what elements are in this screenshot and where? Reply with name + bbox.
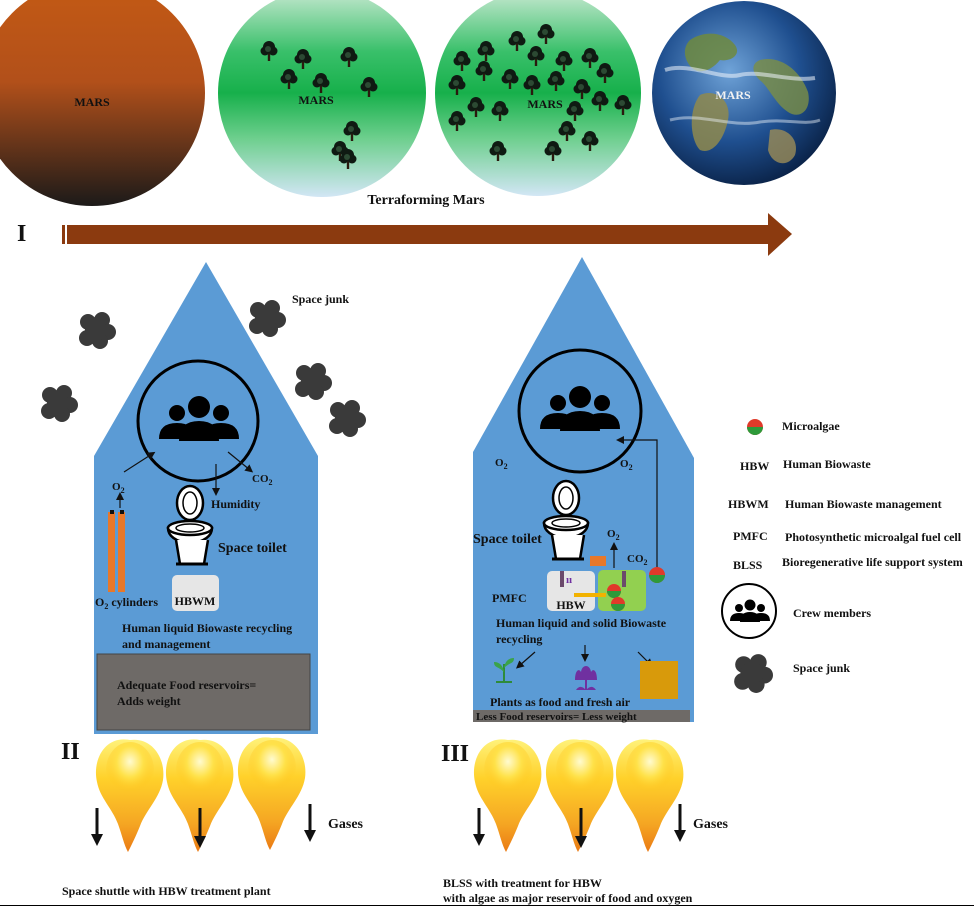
planet-earth-like: MARS	[652, 1, 836, 185]
plants-label: Plants as food and fresh air	[490, 695, 631, 709]
legend-item-pmfc: PMFC Photosynthetic microalgal fuel cell	[733, 529, 962, 544]
shuttle-right: O2 O2 Space toilet O2 CO2 ıı HBW PMFC Hu…	[473, 257, 694, 723]
plant-icon	[494, 658, 514, 683]
exhaust-left: Gases	[91, 737, 364, 852]
legend-abbr: HBW	[740, 459, 769, 473]
o2-label: O2	[607, 528, 620, 542]
planet-mars-dense-vegetation: MARS	[435, 0, 641, 196]
planet-label: MARS	[715, 88, 751, 102]
legend-item-space-junk: Space junk	[734, 654, 850, 693]
flame-icon	[473, 739, 542, 852]
shuttle-right-caption-line2: with algae as major reservoir of food an…	[443, 891, 693, 905]
crew-circle	[721, 583, 777, 639]
legend-text: Photosynthetic microalgal fuel cell	[785, 530, 962, 544]
hbwm-label: HBWM	[175, 594, 216, 608]
space-junk-icon	[734, 654, 773, 693]
legend-text: Space junk	[793, 661, 850, 675]
pmfc-label: PMFC	[492, 591, 527, 605]
planet-label: MARS	[74, 95, 110, 109]
roman-numeral-one: I	[17, 221, 26, 247]
legend-text: Bioregenerative life support system	[782, 555, 963, 569]
o2-left-label: O2	[495, 457, 508, 471]
shuttle-right-caption-line1: BLSS with treatment for HBW	[443, 876, 602, 890]
progress-arrow	[62, 213, 792, 256]
recycling-label-line1: Human liquid and solid Biowaste	[496, 616, 667, 630]
hbw-chamber	[547, 571, 595, 611]
legend-text: Microalgae	[782, 419, 840, 433]
humidity-label: Humidity	[211, 497, 260, 511]
microalgae-icon	[607, 567, 665, 611]
hbw-label: HBW	[556, 598, 585, 612]
food-reservoir	[473, 710, 690, 722]
legend-text: Human Biowaste	[783, 457, 871, 471]
flame-icon	[95, 739, 164, 852]
recycling-label-line2: recycling	[496, 632, 542, 646]
crew-circle	[136, 359, 260, 483]
food-label-line2: Adds weight	[117, 694, 181, 708]
roman-numeral-three: III	[441, 741, 469, 767]
planet-label: MARS	[527, 97, 563, 111]
gases-label: Gases	[328, 817, 364, 832]
exhaust-right: Gases	[473, 739, 729, 852]
flame-icon	[237, 737, 306, 850]
legend-item-blss: BLSS Bioregenerative life support system	[733, 555, 963, 572]
legend-text: Human Biowaste management	[785, 497, 942, 511]
algae-chamber	[598, 570, 646, 611]
o2-label: O2	[112, 481, 125, 495]
food-block	[640, 661, 678, 699]
legend-item-crew: Crew members	[721, 583, 871, 639]
shuttle-left: Space junk O2 CO2 Humidity O2 cylinders …	[41, 262, 366, 734]
recycling-label-line2: and management	[122, 637, 210, 651]
legend-abbr: HBWM	[728, 497, 769, 511]
space-junk-label: Space junk	[292, 292, 349, 306]
co2-label: CO2	[627, 553, 648, 567]
gases-label: Gases	[693, 817, 729, 832]
legend: Microalgae HBW Human Biowaste HBWM Human…	[721, 419, 963, 693]
legend-abbr: PMFC	[733, 529, 768, 543]
shuttle-left-caption: Space shuttle with HBW treatment plant	[62, 884, 271, 898]
pmfc-connector	[590, 556, 606, 566]
electrode-icon: ıı	[566, 574, 572, 586]
food-label: Less Food reservoirs= Less weight	[476, 711, 637, 723]
space-toilet-label: Space toilet	[218, 541, 287, 556]
recycling-label-line1: Human liquid Biowaste recycling	[122, 621, 292, 635]
legend-item-microalgae: Microalgae	[747, 419, 840, 435]
co2-label: CO2	[252, 473, 273, 487]
legend-text: Crew members	[793, 606, 871, 620]
o2-cylinder-icon	[108, 510, 125, 592]
legend-item-hbwm: HBWM Human Biowaste management	[728, 497, 942, 511]
planet-mars-barren: MARS	[0, 0, 205, 206]
space-toilet-label: Space toilet	[473, 532, 542, 547]
roman-numeral-two: II	[61, 739, 80, 765]
bottom-rule	[0, 905, 974, 906]
planet-mars-early-vegetation: MARS	[218, 0, 426, 197]
food-reservoir	[96, 653, 311, 731]
food-label-line1: Adequate Food reservoirs=	[117, 678, 256, 692]
legend-item-hbw: HBW Human Biowaste	[740, 457, 871, 473]
flame-icon	[615, 739, 684, 852]
hbwm-box	[172, 575, 219, 611]
planet-label: MARS	[298, 93, 334, 107]
legend-abbr: BLSS	[733, 558, 763, 572]
microalgae-icon	[747, 419, 763, 435]
flower-icon	[575, 666, 597, 690]
o2-top-label: O2	[620, 458, 633, 472]
terraforming-caption: Terraforming Mars	[367, 193, 485, 208]
o2-cylinders-label: O2 cylinders	[95, 595, 158, 611]
